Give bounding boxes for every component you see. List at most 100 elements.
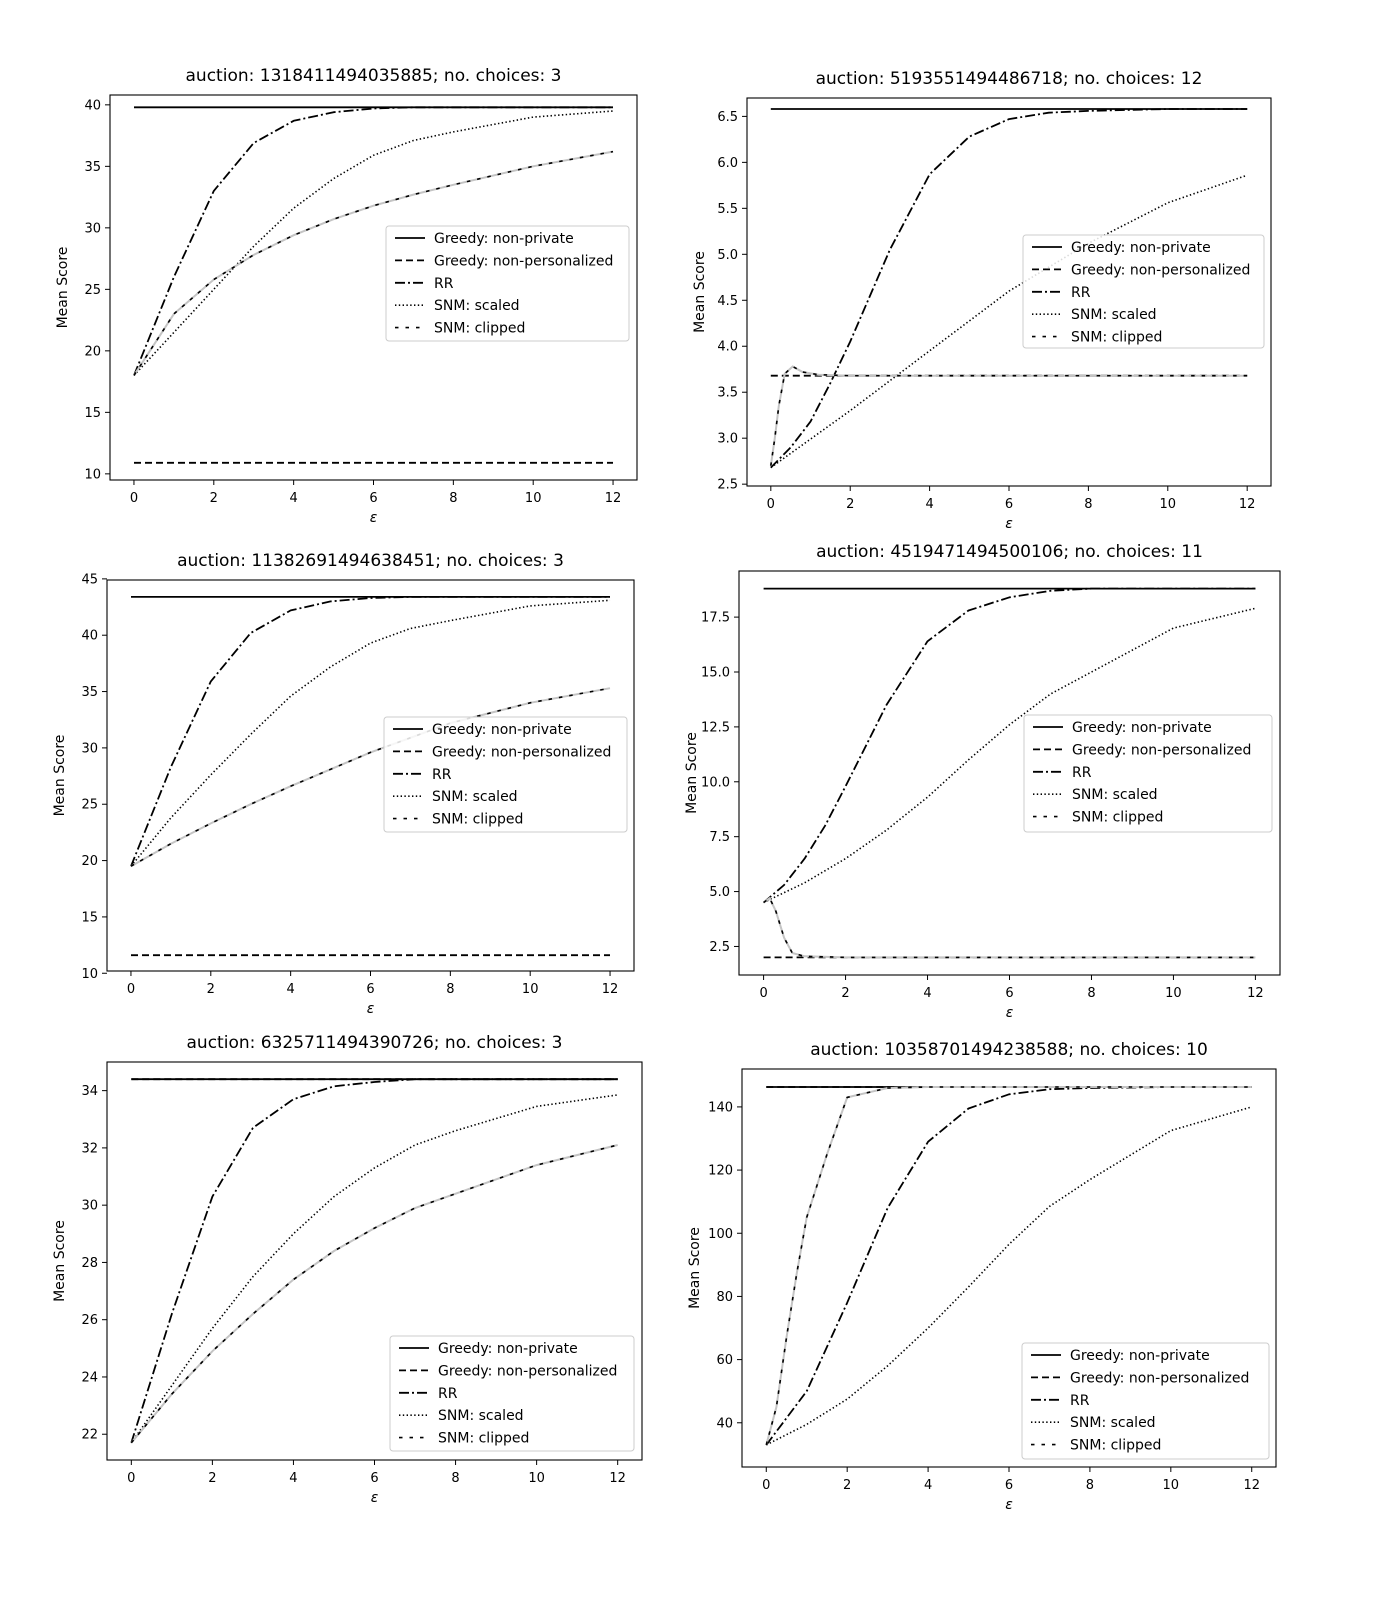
legend-label-greedy-non-personalized: Greedy: non-personalized [1072,742,1251,758]
series-line-snm-clipped [130,1144,618,1444]
x-axis-label: ε [367,1001,375,1017]
x-tick-label: 12 [609,1471,626,1486]
x-tick-label: 8 [451,1471,459,1486]
y-tick-label: 32 [81,1141,98,1156]
x-tick-label: 2 [846,497,854,512]
y-axis-label: Mean Score [55,247,71,329]
x-tick-label: 8 [1087,986,1095,1001]
x-tick-label: 0 [762,1478,770,1493]
y-tick-label: 20 [81,854,98,869]
x-tick-label: 6 [369,491,377,506]
x-tick-label: 4 [923,986,931,1001]
x-tick-label: 6 [1005,497,1013,512]
x-axis-label: ε [1005,516,1013,532]
series-line-snm-scaled [765,1106,1252,1446]
legend-box [1021,1342,1270,1460]
subplot-5: auction: 6325711494390726; no. choices: … [52,1033,643,1506]
x-tick-label: 12 [602,982,619,997]
x-tick-label: 0 [759,986,767,1001]
y-axis-label: Mean Score [684,732,700,814]
y-tick-label: 40 [84,98,101,113]
x-axis-label: ε [1006,1005,1014,1021]
y-tick-label: 2.5 [709,940,730,955]
series-line-rr [130,1078,618,1444]
chart-title: auction: 1318411494035885; no. choices: … [186,66,562,86]
axes-frame [746,97,1272,487]
y-tick-label: 10 [81,967,98,982]
x-axis-label: ε [370,510,378,526]
legend-box [1023,714,1273,833]
y-tick-label: 4.5 [717,294,738,309]
chart-title: auction: 4519471494500106; no. choices: … [816,542,1203,562]
series-line-snm-scaled [130,1094,618,1444]
legend-label-greedy-non-private: Greedy: non-private [438,1341,578,1357]
series-line-rr [770,108,1248,469]
x-tick-label: 6 [1005,1478,1013,1493]
y-tick-label: 15 [81,910,98,925]
legend-label-snm-clipped: SNM: clipped [1070,1438,1161,1454]
legend-box [1022,234,1265,349]
axes-frame [106,1061,643,1461]
y-tick-label: 15.0 [701,666,730,681]
legend-label-snm-scaled: SNM: scaled [434,298,520,314]
y-tick-label: 15 [84,406,101,421]
y-tick-label: 7.5 [709,830,730,845]
y-tick-label: 60 [716,1353,733,1368]
legend-label-snm-clipped: SNM: clipped [432,812,523,828]
y-tick-label: 140 [708,1100,733,1115]
axes-frame [741,1068,1277,1468]
series-line-snm-scaled [763,607,1256,904]
x-tick-label: 8 [449,491,457,506]
y-tick-label: 40 [81,629,98,644]
legend-label-greedy-non-personalized: Greedy: non-personalized [1071,262,1250,278]
series-group [763,587,1256,959]
series-line-snm-clipped [765,1086,1252,1446]
y-tick-label: 30 [81,741,98,756]
legend-label-rr: RR [1071,285,1091,301]
x-tick-label: 2 [210,491,218,506]
x-axis-label: ε [371,1490,379,1506]
y-tick-label: 28 [81,1256,98,1271]
legend-box [389,1335,635,1452]
x-tick-label: 2 [207,982,215,997]
y-tick-label: 6.5 [717,110,738,125]
y-axis-label: Mean Score [52,1220,68,1302]
legend: Greedy: non-private Greedy: non-personali… [1021,1342,1270,1460]
x-tick-label: 12 [1239,497,1256,512]
y-axis-label: Mean Score [692,251,708,333]
y-tick-label: 120 [708,1164,733,1179]
legend-label-snm-scaled: SNM: scaled [438,1408,524,1424]
y-tick-label: 100 [708,1227,733,1242]
legend-label-snm-clipped: SNM: clipped [438,1431,529,1447]
series-line-rr [130,596,610,867]
x-tick-label: 8 [446,982,454,997]
y-tick-label: 20 [84,344,101,359]
x-tick-label: 10 [1160,497,1177,512]
y-tick-label: 12.5 [701,720,730,735]
y-tick-label: 3.5 [717,386,738,401]
y-tick-label: 5.0 [709,885,730,900]
legend-label-rr: RR [1070,1393,1090,1409]
legend-box [383,716,628,833]
legend-label-greedy-non-private: Greedy: non-private [1072,720,1212,736]
y-tick-label: 35 [81,685,98,700]
x-tick-label: 12 [1243,1478,1260,1493]
x-tick-label: 0 [127,1471,135,1486]
legend-label-snm-scaled: SNM: scaled [1071,307,1157,323]
x-tick-label: 4 [290,491,298,506]
chart-title: auction: 5193551494486718; no. choices: … [816,69,1203,89]
series-line-rr [133,106,613,376]
x-tick-label: 4 [924,1478,932,1493]
series-line-snm-clipped [770,365,1248,466]
series-line-snm-clipped [763,897,1256,959]
y-tick-label: 30 [81,1199,98,1214]
x-tick-label: 6 [366,982,374,997]
chart-title: auction: 10358701494238588; no. choices:… [810,1040,1208,1060]
y-tick-label: 6.0 [717,156,738,171]
x-tick-label: 10 [525,491,542,506]
x-tick-label: 10 [522,982,539,997]
legend-label-rr: RR [434,276,454,292]
x-tick-label: 8 [1086,1478,1094,1493]
legend-label-snm-clipped: SNM: clipped [434,321,525,337]
